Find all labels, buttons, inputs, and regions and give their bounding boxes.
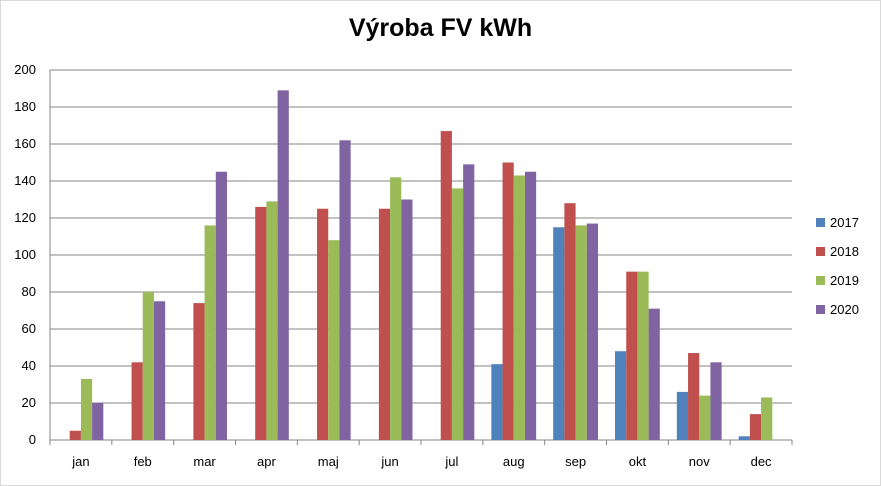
bar-2018-aug bbox=[502, 162, 514, 440]
bar-2018-apr bbox=[255, 206, 267, 440]
bar-2019-dec bbox=[761, 397, 773, 440]
legend: 2017 2018 2019 2020 bbox=[816, 215, 859, 317]
bar-2019-okt bbox=[637, 271, 649, 440]
bar-2018-nov bbox=[688, 353, 700, 440]
bar-2018-dec bbox=[749, 414, 762, 440]
y-tick-label: 80 bbox=[22, 284, 36, 299]
y-tick-label: 180 bbox=[14, 99, 36, 114]
x-tick-label: jun bbox=[380, 454, 398, 469]
x-tick-label: sep bbox=[565, 454, 586, 469]
legend-label-2020: 2020 bbox=[830, 302, 859, 317]
bar-2020-sep bbox=[586, 223, 598, 440]
x-tick-label: nov bbox=[689, 454, 710, 469]
bar-2020-feb bbox=[153, 301, 166, 440]
bar-2019-mar bbox=[204, 225, 216, 440]
bar-2019-maj bbox=[328, 240, 340, 440]
bar-2020-maj bbox=[339, 140, 351, 441]
bar-2019-jul bbox=[451, 188, 464, 440]
y-tick-label: 100 bbox=[14, 247, 36, 262]
bar-2017-dec bbox=[738, 436, 750, 440]
x-tick-label: jan bbox=[71, 454, 89, 469]
bar-2019-aug bbox=[513, 175, 525, 440]
y-tick-label: 60 bbox=[22, 321, 36, 336]
bar-2020-mar bbox=[215, 171, 227, 440]
legend-label-2017: 2017 bbox=[830, 215, 859, 230]
bar-2018-jun bbox=[378, 208, 391, 440]
legend-swatch-2020 bbox=[816, 305, 825, 314]
bars bbox=[69, 90, 773, 441]
bar-2019-feb bbox=[142, 292, 154, 440]
y-tick-label: 40 bbox=[22, 358, 36, 373]
bar-2019-nov bbox=[699, 395, 711, 440]
legend-swatch-2018 bbox=[816, 247, 825, 256]
bar-2019-sep bbox=[575, 225, 587, 440]
x-tick-label: dec bbox=[751, 454, 772, 469]
bar-2017-aug bbox=[491, 364, 503, 440]
bar-2018-jul bbox=[440, 131, 452, 441]
y-tick-label: 20 bbox=[22, 395, 36, 410]
x-tick-label: apr bbox=[257, 454, 276, 469]
x-tick-label: mar bbox=[193, 454, 216, 469]
bar-2020-nov bbox=[710, 362, 722, 440]
y-tick-label: 140 bbox=[14, 173, 36, 188]
gridlines bbox=[49, 69, 793, 445]
bar-2019-jan bbox=[80, 378, 93, 440]
bar-2017-okt bbox=[615, 351, 627, 440]
y-tick-label: 0 bbox=[29, 432, 36, 447]
legend-label-2018: 2018 bbox=[830, 244, 859, 259]
bar-2018-mar bbox=[193, 303, 205, 440]
y-tick-label: 160 bbox=[14, 136, 36, 151]
x-tick-label: jul bbox=[444, 454, 458, 469]
bar-2020-apr bbox=[277, 90, 289, 440]
bar-2020-okt bbox=[648, 308, 660, 440]
x-tick-label: okt bbox=[629, 454, 647, 469]
bar-2018-okt bbox=[626, 271, 638, 440]
legend-swatch-2017 bbox=[816, 218, 825, 227]
legend-swatch-2019 bbox=[816, 276, 825, 285]
y-tick-label: 200 bbox=[14, 62, 36, 77]
x-tick-label: aug bbox=[503, 454, 525, 469]
chart-title: Výroba FV kWh bbox=[348, 14, 533, 42]
x-tick-label: maj bbox=[318, 454, 339, 469]
bar-2019-jun bbox=[390, 177, 402, 441]
bar-2020-jan bbox=[92, 403, 104, 440]
legend-label-2019: 2019 bbox=[830, 273, 859, 288]
bar-2017-sep bbox=[553, 227, 565, 440]
bar-2018-maj bbox=[317, 208, 329, 440]
bar-2017-nov bbox=[676, 391, 689, 440]
bar-2020-jul bbox=[463, 164, 475, 440]
bar-2018-jan bbox=[69, 430, 81, 440]
x-tick-label: feb bbox=[134, 454, 152, 469]
bar-2018-sep bbox=[564, 203, 576, 440]
bar-2020-aug bbox=[524, 171, 537, 440]
y-tick-labels: 0 20 40 60 80 100 120 140 160 180 200 bbox=[14, 62, 36, 447]
bar-2020-jun bbox=[401, 199, 413, 440]
bar-2018-feb bbox=[131, 362, 143, 440]
x-tick-labels: jan feb mar apr maj jun jul aug sep okt nov dec bbox=[71, 454, 772, 469]
bar-2019-apr bbox=[266, 201, 278, 440]
y-tick-label: 120 bbox=[14, 210, 36, 225]
